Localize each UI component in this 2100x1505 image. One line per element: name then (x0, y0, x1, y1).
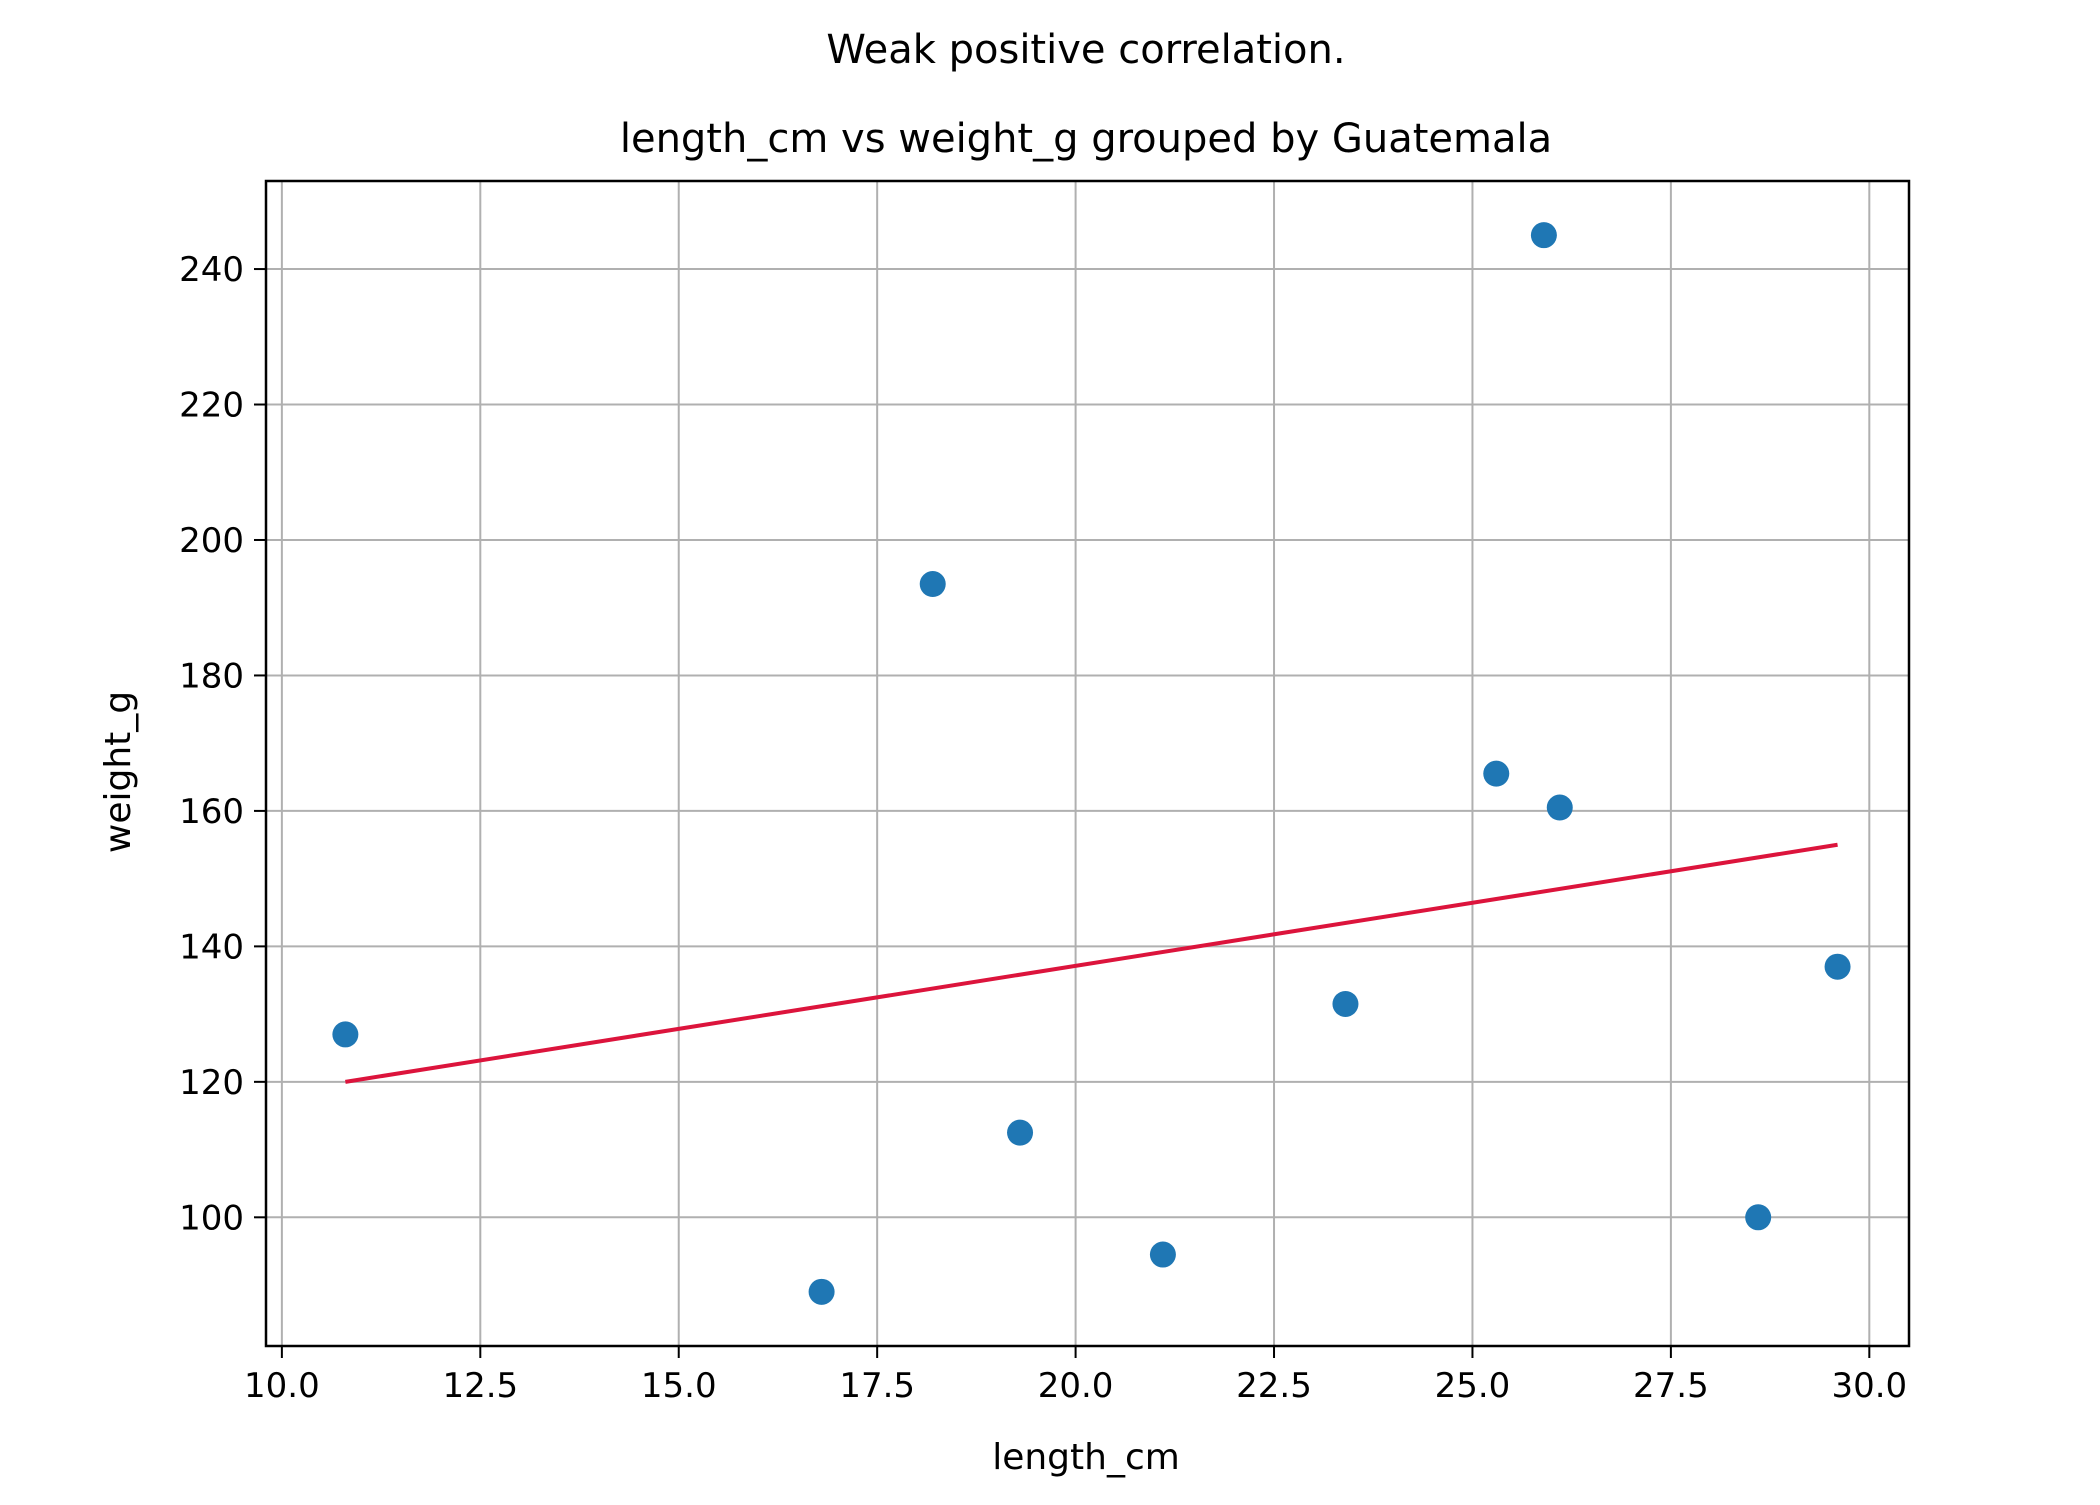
x-tick-label: 20.0 (1038, 1366, 1114, 1406)
y-tick-label: 180 (179, 656, 244, 696)
data-point (1149, 1241, 1176, 1268)
y-axis: 100 120 140 160 180 200 220 240 (179, 250, 266, 1238)
x-tick-label: 12.5 (442, 1366, 518, 1406)
y-axis-label: weight_g (98, 691, 139, 853)
chart-suptitle: Weak positive correlation. (826, 27, 1345, 73)
x-tick-label: 17.5 (839, 1366, 915, 1406)
x-tick-label: 25.0 (1435, 1366, 1511, 1406)
data-point (1824, 953, 1851, 980)
y-tick-label: 220 (179, 386, 244, 426)
y-tick-label: 200 (179, 521, 244, 561)
y-tick-label: 160 (179, 792, 244, 832)
data-point (919, 571, 946, 598)
x-tick-label: 27.5 (1633, 1366, 1709, 1406)
data-point (1745, 1204, 1772, 1231)
scatter-points (332, 222, 1851, 1305)
x-axis-label: length_cm (992, 1437, 1180, 1478)
y-tick-label: 100 (179, 1198, 244, 1238)
plot-frame (264, 179, 1911, 1348)
data-point (808, 1278, 835, 1305)
y-tick-label: 240 (179, 250, 244, 290)
data-point (1483, 760, 1510, 787)
y-tick-label: 120 (179, 1063, 244, 1103)
x-tick-label: 22.5 (1236, 1366, 1312, 1406)
chart-title: length_cm vs weight_g grouped by Guatema… (620, 116, 1552, 162)
y-tick-label: 140 (179, 927, 244, 967)
trend-line (345, 842, 1838, 1084)
data-point (1332, 990, 1359, 1017)
x-tick-label: 15.0 (641, 1366, 717, 1406)
data-point (1007, 1119, 1034, 1146)
x-tick-label: 30.0 (1831, 1366, 1907, 1406)
data-point (1546, 794, 1573, 821)
x-tick-label: 10.0 (244, 1366, 320, 1406)
data-point (1530, 222, 1557, 249)
data-point (332, 1021, 359, 1048)
trend-line-layer (345, 842, 1838, 1084)
grid (266, 181, 1909, 1346)
x-axis: 10.0 12.5 15.0 17.5 20.0 22.5 25.0 27.5 30.0 (244, 1346, 1907, 1406)
